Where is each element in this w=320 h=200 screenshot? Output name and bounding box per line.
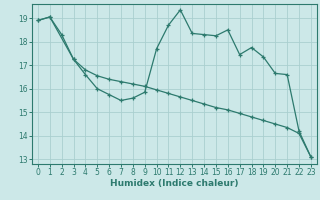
X-axis label: Humidex (Indice chaleur): Humidex (Indice chaleur) <box>110 179 239 188</box>
